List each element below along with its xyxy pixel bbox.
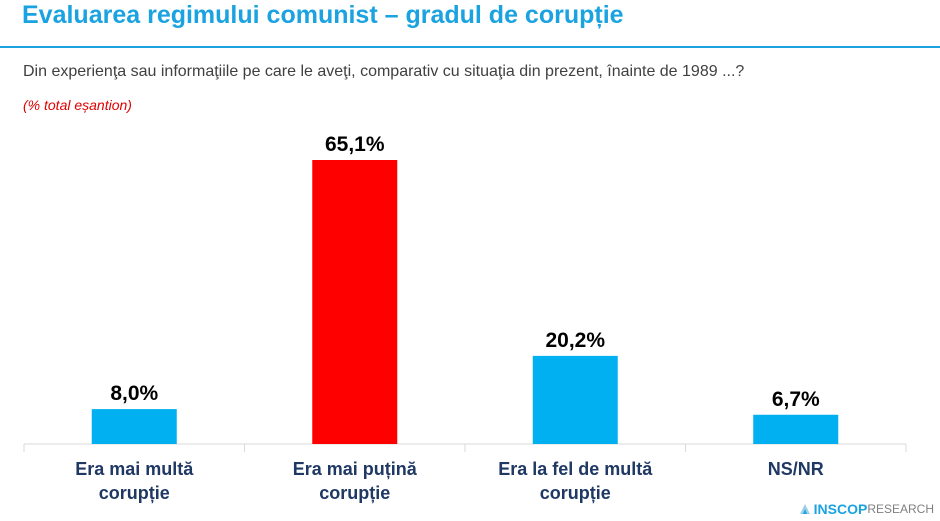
bar <box>532 355 618 444</box>
page-title: Evaluarea regimului comunist – gradul de… <box>22 1 624 29</box>
sample-note: (% total eșantion) <box>23 97 132 113</box>
category-label: corupție <box>99 483 170 503</box>
category-label: corupție <box>540 483 611 503</box>
category-label: corupție <box>319 483 390 503</box>
category-label: NS/NR <box>768 459 824 479</box>
title-divider <box>0 46 940 48</box>
data-label: 8,0% <box>110 382 158 405</box>
inscop-logo-icon <box>799 504 810 514</box>
bar <box>91 409 177 444</box>
bar <box>312 160 398 444</box>
logo-brand: INSCOP <box>813 501 868 517</box>
data-label: 20,2% <box>545 329 605 352</box>
bar <box>753 414 839 444</box>
category-label: Era mai multă <box>75 459 194 479</box>
data-label: 6,7% <box>772 388 820 411</box>
survey-question: Din experienţa sau informaţiile pe care … <box>23 63 745 80</box>
category-label: Era mai puțină <box>293 459 418 479</box>
logo-suffix: RESEARCH <box>867 502 934 516</box>
data-label: 65,1% <box>325 133 385 156</box>
category-label: Era la fel de multă <box>498 459 653 479</box>
inscop-logo: INSCOP RESEARCH <box>798 501 934 517</box>
